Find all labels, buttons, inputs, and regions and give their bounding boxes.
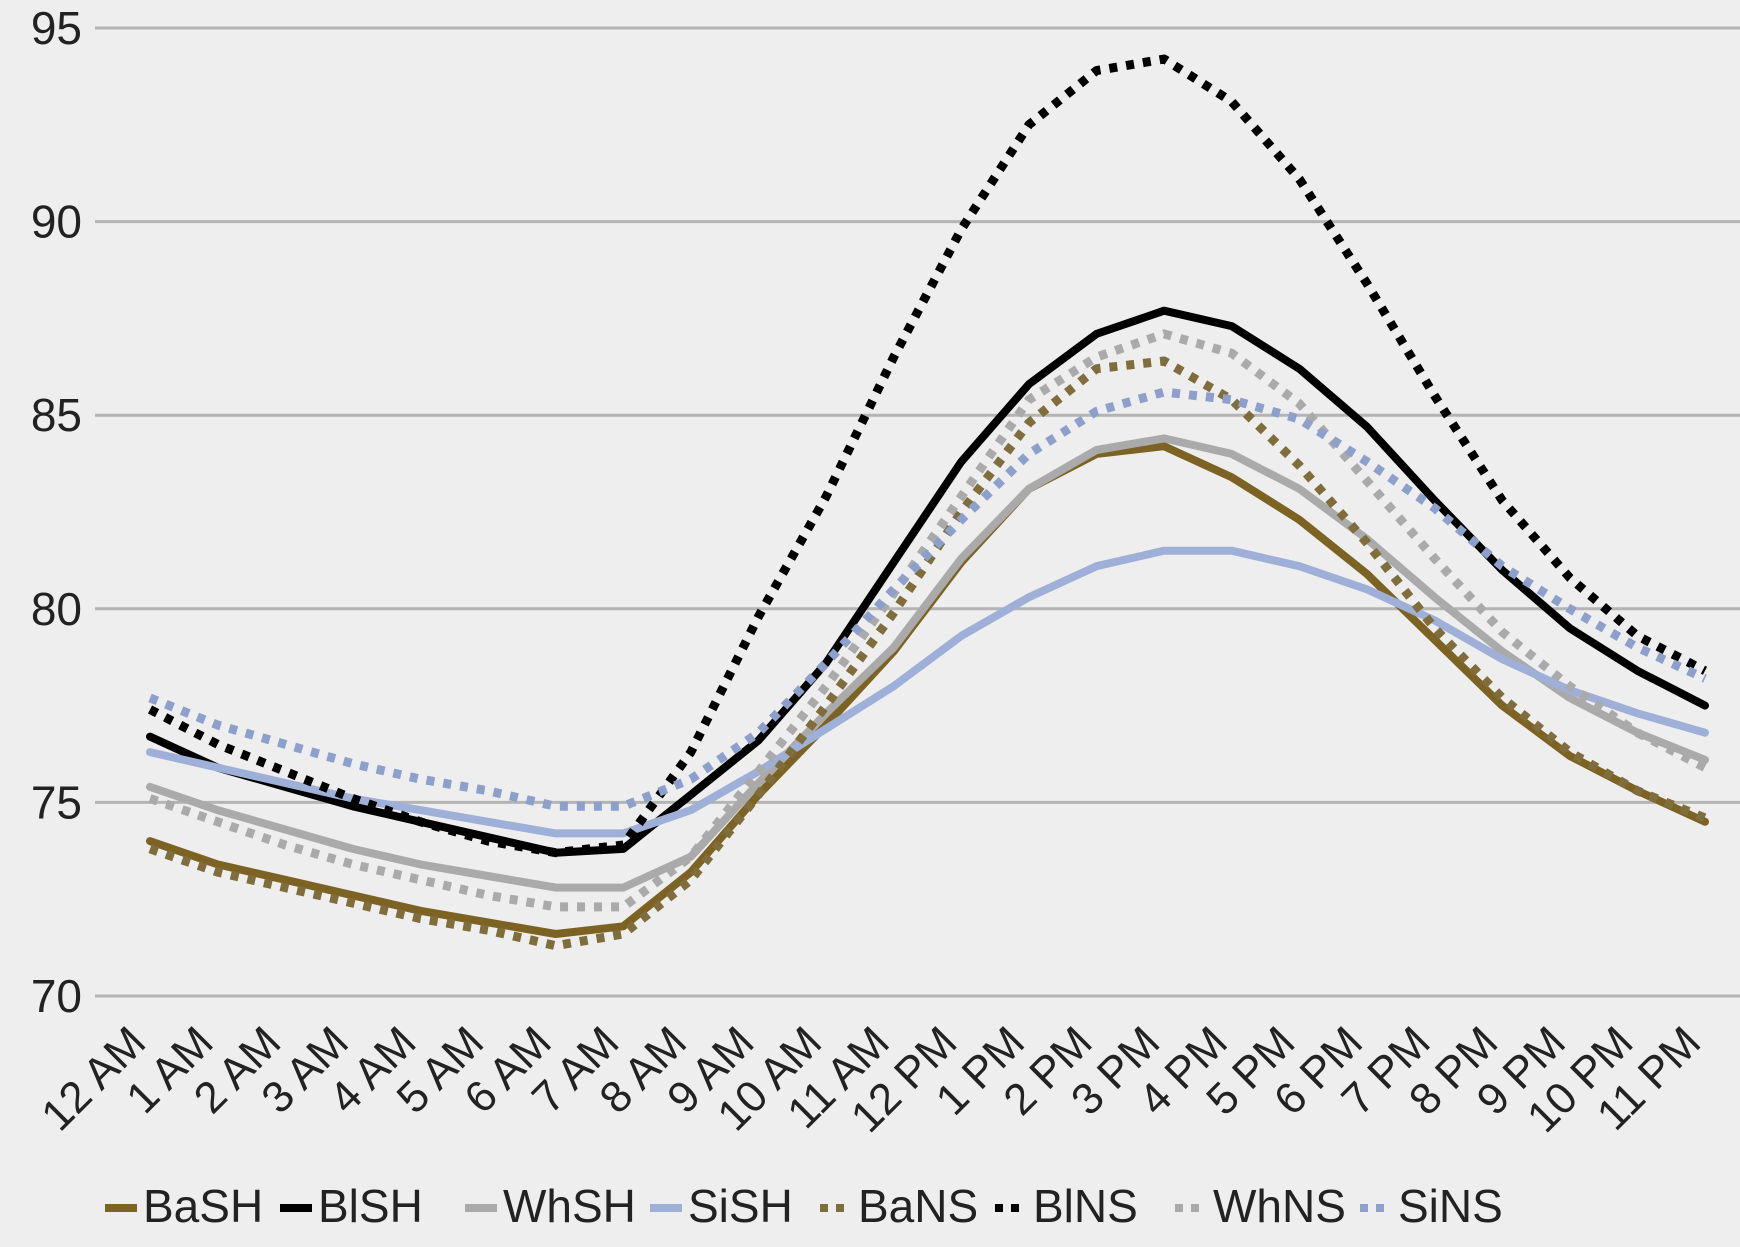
y-tick-label: 90 <box>31 196 82 248</box>
y-tick-label: 70 <box>31 970 82 1022</box>
legend-label-bash: BaSH <box>143 1180 263 1232</box>
series-line-blns <box>147 54 1708 858</box>
legend-label-whns: WhNS <box>1213 1180 1346 1232</box>
series-line-sish <box>146 546 1709 838</box>
legend-label-bans: BaNS <box>858 1180 978 1232</box>
y-tick-label: 75 <box>31 776 82 828</box>
legend-label-whsh: WhSH <box>503 1180 636 1232</box>
y-tick-label: 80 <box>31 583 82 635</box>
y-tick-label: 95 <box>31 2 82 54</box>
series-line-whns <box>148 329 1708 912</box>
legend-label-sins: SiNS <box>1398 1180 1503 1232</box>
series-line-sins <box>148 387 1707 811</box>
legend: BaSH BlSH WhSH SiSH BaNS BlNS WhNS SiNS <box>105 1180 1503 1232</box>
grid-layer <box>95 26 1740 998</box>
series-line-blsh <box>146 306 1709 857</box>
legend-label-blns: BlNS <box>1033 1180 1138 1232</box>
series-line-bash <box>146 442 1709 938</box>
x-axis-tick-labels: 12 AM1 AM2 AM3 AM4 AM5 AM6 AM7 AM8 AM9 A… <box>32 1017 1710 1142</box>
y-tick-label: 85 <box>31 389 82 441</box>
legend-label-blsh: BlSH <box>318 1180 423 1232</box>
series-lines <box>146 54 1709 951</box>
series-line-whsh <box>146 434 1709 892</box>
legend-label-sish: SiSH <box>688 1180 793 1232</box>
y-axis-tick-labels: 70 75 80 85 90 95 <box>31 2 82 1022</box>
